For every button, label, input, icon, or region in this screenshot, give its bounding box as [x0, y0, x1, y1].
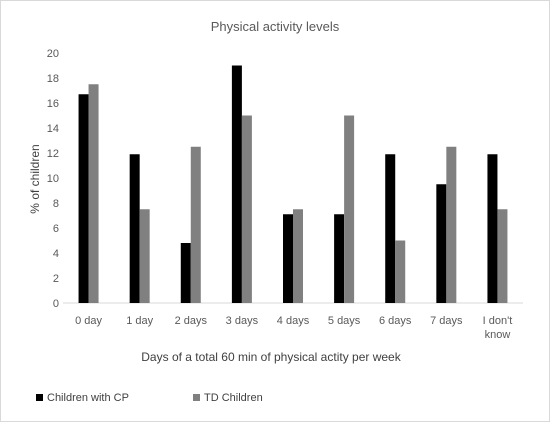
chart-title: Physical activity levels	[211, 19, 340, 34]
x-tick-label: I don't know	[483, 315, 513, 341]
x-tick-label: 0 day	[75, 315, 102, 327]
y-axis-ticks: 0 2 4 6 8 10 12 14 16 18 20	[47, 48, 59, 310]
legend-label-cp: Children with CP	[47, 392, 129, 404]
y-tick-label: 16	[47, 98, 59, 110]
x-tick-label: 1 day	[126, 315, 153, 327]
y-tick-label: 12	[47, 148, 59, 160]
bar-cp-4	[283, 214, 293, 303]
bar-td-3	[241, 115, 252, 303]
y-tick-label: 18	[47, 73, 59, 85]
y-tick-label: 8	[53, 198, 59, 210]
bar-cp-1	[129, 154, 140, 303]
bar-td-0	[88, 84, 99, 303]
x-axis-label: Days of a total 60 min of physical actit…	[141, 350, 401, 364]
bar-cp-3	[231, 65, 242, 303]
bar-td-5	[344, 115, 355, 303]
legend-swatch-cp	[36, 394, 43, 401]
y-tick-label: 0	[53, 298, 59, 310]
y-tick-label: 20	[47, 48, 59, 60]
bar-cp-8	[487, 154, 498, 303]
bar-td-7	[446, 146, 457, 303]
x-tick-label: 3 days	[226, 315, 259, 327]
bars	[78, 65, 508, 303]
x-axis-ticks: 0 day 1 day 2 days 3 days 4 days 5 days 6 days…	[75, 315, 512, 341]
bar-cp-6	[385, 154, 396, 303]
y-tick-label: 2	[53, 273, 59, 285]
x-tick-label: 5 days	[328, 315, 361, 327]
legend: Children with CP TD Children	[36, 392, 263, 404]
y-tick-label: 4	[53, 248, 59, 260]
x-tick-label: 2 days	[175, 315, 208, 327]
legend-swatch-td	[193, 394, 200, 401]
x-tick-label: 7 days	[430, 315, 463, 327]
bar-cp-0	[78, 94, 89, 303]
bar-td-2	[190, 146, 201, 303]
x-tick-label: 6 days	[379, 315, 412, 327]
bar-td-4	[293, 209, 303, 303]
bar-td-6	[395, 240, 406, 303]
y-tick-label: 14	[47, 123, 59, 135]
bar-td-8	[497, 209, 508, 303]
y-tick-label: 10	[47, 173, 59, 185]
bar-td-1	[139, 209, 150, 303]
y-axis-label: % of children	[28, 144, 42, 213]
legend-label-td: TD Children	[204, 392, 263, 404]
bar-cp-5	[334, 214, 345, 303]
bar-cp-7	[436, 184, 447, 303]
x-tick-label: 4 days	[277, 315, 310, 327]
y-tick-label: 6	[53, 223, 59, 235]
bar-cp-2	[180, 243, 191, 303]
